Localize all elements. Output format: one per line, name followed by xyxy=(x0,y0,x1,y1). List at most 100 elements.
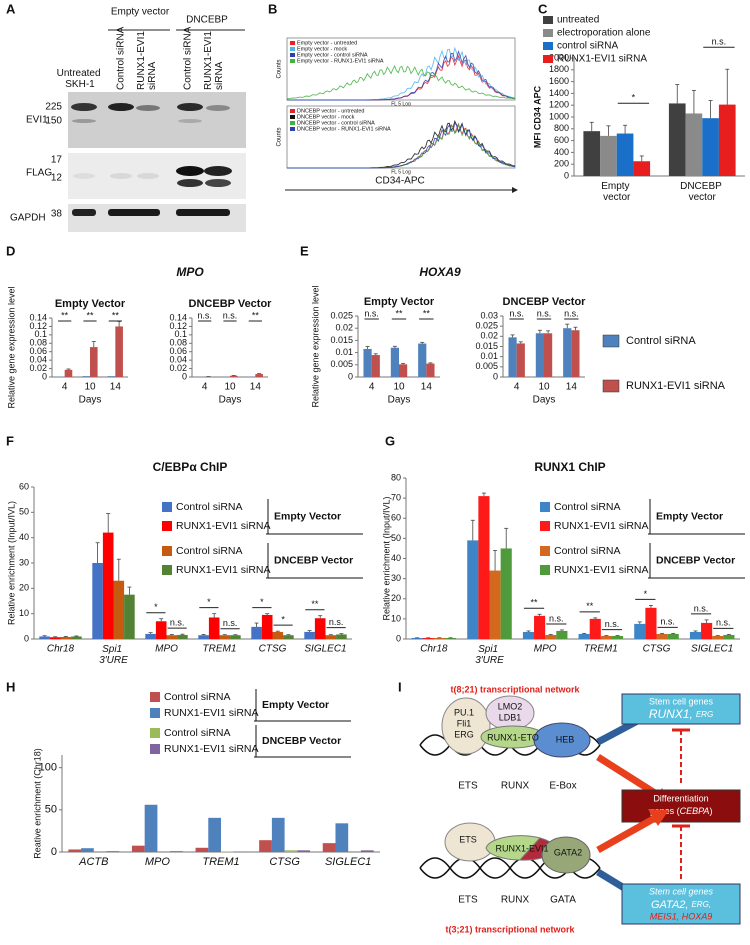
gene-box-label: Differentiation xyxy=(653,793,708,803)
y-axis-label: Relative gene expression level xyxy=(6,286,16,408)
band xyxy=(72,119,96,123)
bar xyxy=(71,636,82,639)
x-tick-label: 4 xyxy=(369,382,375,393)
panel-label: A xyxy=(6,1,16,16)
x-tick-label: 4 xyxy=(514,382,520,393)
bar xyxy=(102,532,114,639)
y-tick-label: 0.08 xyxy=(29,338,47,348)
site-label: E-Box xyxy=(549,781,576,792)
y-tick-label: 0.08 xyxy=(169,338,187,348)
chart-title: C/EBPα ChIP xyxy=(153,460,228,474)
bar xyxy=(230,635,241,639)
significance-label: * xyxy=(207,597,211,607)
band xyxy=(205,179,231,187)
legend-label: RUNX1-EVI1 siRNA xyxy=(176,564,271,576)
x-tick-label: Empty vector xyxy=(601,181,632,203)
legend-label: RUNX1-EVI1 siRNA xyxy=(554,520,649,532)
legend-label: Control siRNA xyxy=(554,501,621,513)
axis-label: FL 5 Log xyxy=(391,169,411,175)
chart-title: RUNX1 ChIP xyxy=(534,460,605,474)
bar xyxy=(60,636,72,639)
legend-swatch xyxy=(150,692,160,702)
band xyxy=(176,209,230,216)
legend-label: DNCEBP vector - untreated xyxy=(297,108,364,114)
bar xyxy=(348,851,361,852)
legend-label: DNCEBP vector - mock xyxy=(297,114,355,120)
y-tick-label: 10 xyxy=(19,608,29,618)
site-label: ETS xyxy=(458,781,478,792)
arrow xyxy=(596,814,657,854)
x-axis-label: Days xyxy=(219,395,242,406)
y-tick-label: 0 xyxy=(24,633,29,643)
marker: 17 xyxy=(51,155,63,166)
y-tick-label: 60 xyxy=(391,513,401,523)
y-tick-label: 0 xyxy=(348,371,353,381)
x-tick-label: 10 xyxy=(538,382,550,393)
blot-group: Empty vector xyxy=(111,7,170,18)
x-tick-label: 14 xyxy=(250,382,262,393)
gene: CEBPA xyxy=(680,806,710,816)
legend-label: Empty vector - RUNX1-EVI1 siRNA xyxy=(297,58,384,64)
bar xyxy=(685,113,703,176)
legend-label: DNCEBP vector - control siRNA xyxy=(297,120,375,126)
bar xyxy=(219,635,231,639)
bar xyxy=(283,635,294,639)
y-tick-label: 0.06 xyxy=(29,346,47,356)
factor-label: RUNX1-EVI1 xyxy=(495,843,548,853)
x-tick-label: DNCEBP vector xyxy=(680,181,724,203)
y-tick-label: 0.03 xyxy=(480,310,498,320)
bar xyxy=(297,850,311,852)
significance-label: n.s. xyxy=(364,308,379,318)
histogram-frame xyxy=(286,105,516,169)
x-axis-label: Days xyxy=(79,395,102,406)
y-tick-label: 80 xyxy=(391,472,401,482)
bar xyxy=(723,634,735,639)
bar xyxy=(233,851,247,853)
gene-box xyxy=(621,693,741,725)
gene-box-label: Stem cell genes xyxy=(649,886,714,896)
significance-label: * xyxy=(260,597,264,607)
legend-group-label: DNCEBP Vector xyxy=(262,735,341,747)
histogram xyxy=(287,122,516,169)
factor xyxy=(533,722,591,758)
significance-label: n.s. xyxy=(712,37,727,47)
band xyxy=(110,173,132,179)
panel-label: F xyxy=(6,433,14,448)
x-tick-label: TREM1 xyxy=(584,644,618,655)
band xyxy=(204,166,232,176)
legend-label: Control siRNA xyxy=(176,501,243,513)
bar xyxy=(426,363,435,377)
y-tick-label: 20 xyxy=(19,583,29,593)
y-tick-label: 0.01 xyxy=(335,347,353,357)
bar xyxy=(371,355,380,377)
legend-label: Empty vector - untreated xyxy=(297,40,357,46)
band xyxy=(206,105,230,111)
legend-swatch xyxy=(162,546,172,556)
x-tick-label: MPO xyxy=(534,644,557,655)
axis-label: FL 5 Log xyxy=(391,101,411,107)
significance-label: n.s. xyxy=(549,613,564,623)
legend-swatch xyxy=(150,708,160,718)
factor xyxy=(541,836,591,874)
y-tick-label: 50 xyxy=(19,507,29,517)
bar xyxy=(115,326,123,377)
legend-swatch xyxy=(290,115,295,119)
axis-title: CD34-APC xyxy=(375,176,424,187)
bar xyxy=(668,103,686,176)
y-axis-label: MFI CD34 APC xyxy=(532,85,542,148)
y-tick-label: 0 xyxy=(182,371,187,381)
x-tick-label: SIGLEC1 xyxy=(691,644,733,655)
y-tick-label: 0.02 xyxy=(335,323,353,333)
gene-box xyxy=(621,883,741,925)
bar xyxy=(478,496,490,639)
y-tick-label: 0.04 xyxy=(169,355,187,365)
y-tick-label: 0.12 xyxy=(169,321,187,331)
y-tick-label: 0.005 xyxy=(475,361,498,371)
blot-row: GAPDH xyxy=(10,213,46,224)
significance-label: ** xyxy=(586,601,594,611)
gene-box-label: Stem cell genes xyxy=(649,696,714,706)
legend-swatch xyxy=(290,53,295,57)
bar xyxy=(611,635,624,639)
bar xyxy=(131,845,145,852)
